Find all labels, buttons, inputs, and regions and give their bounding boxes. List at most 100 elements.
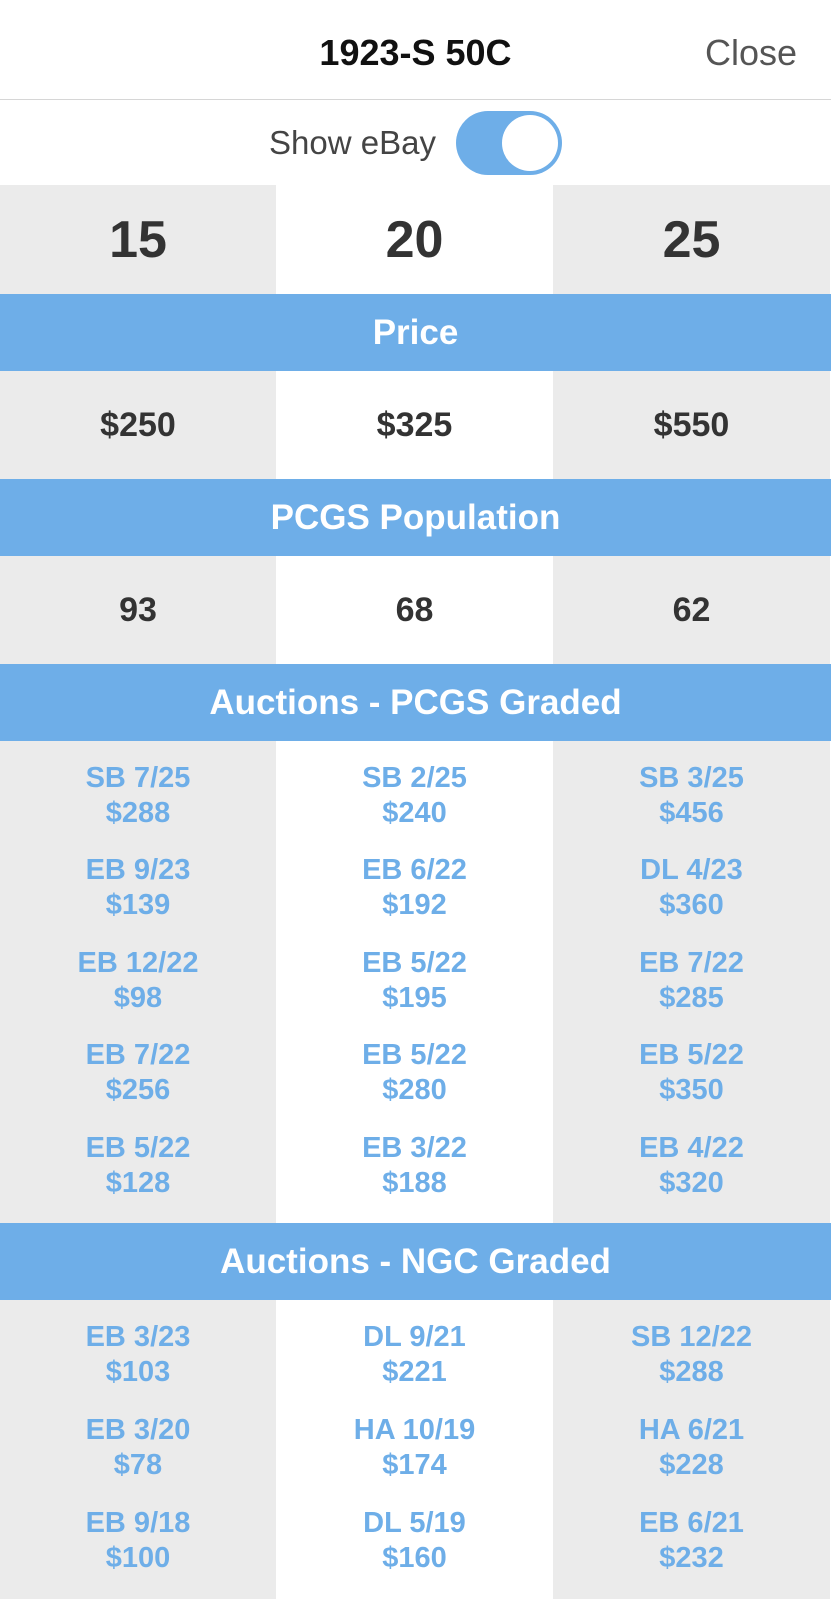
value-cell: $250 [0,371,276,479]
auction-price: $174 [382,1449,447,1481]
auction-entry[interactable]: DL 5/19 $160 [363,1506,466,1599]
auction-price: $100 [105,1542,171,1574]
auction-sale: EB 12/22 [77,946,199,979]
auction-entry[interactable]: EB 9/18 $100 [86,1506,191,1599]
auction-sale: DL 9/21 [363,1321,466,1353]
auction-price: $280 [382,1074,447,1107]
auction-price: $221 [382,1356,447,1388]
toggle-switch[interactable] [455,110,562,175]
auction-sale: EB 5/22 [362,946,467,979]
auction-sale: EB 7/22 [639,946,744,979]
auction-entry[interactable]: EB 4/22 $320 [639,1131,744,1223]
auction-sale: HA 6/21 [638,1414,745,1446]
auction-entry[interactable]: EB 5/22 $350 [639,1038,744,1130]
auction-price: $195 [382,981,447,1014]
auction-entry[interactable]: EB 3/20 $78 [86,1413,191,1506]
auction-sale: EB 5/22 [639,1039,744,1072]
auction-price: $139 [105,889,171,922]
auction-column: SB 12/22 $288 HA 6/21 $228 EB 6/21 $232 [553,1300,830,1599]
section-row: EB 3/23 $103 EB 3/20 $78 EB 9/18 $100 DL 9/21 $… [0,1300,831,1599]
auction-sale: EB 4/22 [639,1131,744,1164]
auction-price: $288 [105,797,171,829]
auction-entry[interactable]: DL 9/21 $221 [363,1320,466,1413]
value-cell: $325 [276,371,553,479]
value-cell: 68 [276,556,553,664]
grade-table: 15 20 25 Price $250 $325 $550 PCGS Population 93… [0,185,831,1599]
toggle-label: Show eBay [269,123,436,161]
auction-sale: SB 12/22 [631,1321,752,1353]
auction-sale: EB 5/22 [362,1039,467,1072]
auction-sale: EB 9/18 [85,1507,191,1539]
auction-entry[interactable]: EB 6/21 $232 [639,1506,744,1599]
auction-column: SB 2/25 $240 EB 6/22 $192 EB 5/22 $195 EB 5/22… [276,741,553,1223]
toggle-knob [501,114,558,171]
auction-entry[interactable]: SB 12/22 $288 [631,1320,752,1413]
section-header: Price [0,294,831,371]
auction-price: $232 [659,1542,724,1574]
auction-price: $288 [659,1356,724,1388]
auction-sale: EB 3/20 [85,1414,191,1446]
toggle-row: Show eBay [0,100,831,185]
auction-column: EB 3/23 $103 EB 3/20 $78 EB 9/18 $100 [0,1300,276,1599]
auction-sale: SB 3/25 [639,762,744,794]
auction-sale: EB 7/22 [85,1039,191,1072]
auction-price: $456 [659,797,724,829]
auction-entry[interactable]: HA 10/19 $174 [354,1413,475,1506]
section-row: $250 $325 $550 [0,371,831,479]
auction-entry[interactable]: HA 6/21 $228 [639,1413,744,1506]
auction-sale: SB 7/25 [85,762,191,794]
grade: 25 [553,185,830,294]
auction-price: $160 [382,1542,447,1574]
auction-price: $285 [659,981,724,1014]
auction-entry[interactable]: EB 12/22 $98 [78,946,199,1038]
auction-entry[interactable]: EB 5/22 $280 [362,1038,467,1130]
grade: 15 [0,185,276,294]
auction-entry[interactable]: SB 3/25 $456 [639,761,744,853]
auction-entry[interactable]: SB 2/25 $240 [362,761,467,853]
auction-price: $240 [382,797,447,829]
auction-entry[interactable]: SB 7/25 $288 [86,761,191,853]
value-cell: 93 [0,556,276,664]
auction-sale: DL 4/23 [640,854,743,887]
auction-price: $192 [382,889,447,922]
section-header: Auctions - NGC Graded [0,1223,831,1300]
auction-entry[interactable]: EB 5/22 $195 [362,946,467,1038]
auction-entry[interactable]: EB 3/23 $103 [86,1320,191,1413]
auction-price: $78 [113,1449,163,1481]
nav-bar: 1923-S 50C Close [0,0,831,100]
auction-entry[interactable]: EB 7/22 $285 [639,946,744,1038]
auction-price: $350 [659,1074,724,1107]
auction-entry[interactable]: EB 7/22 $256 [86,1038,191,1130]
auction-price: $188 [382,1166,447,1199]
auction-price: $98 [113,981,163,1014]
auction-price: $256 [105,1074,171,1107]
section-row: 93 68 62 [0,556,831,664]
auction-sale: EB 3/22 [362,1131,467,1164]
title: 1923-S 50C [319,32,512,73]
auction-entry[interactable]: DL 4/23 $360 [640,853,743,945]
value-cell: $550 [553,371,830,479]
auction-sale: DL 5/19 [363,1507,466,1539]
auction-sale: EB 5/22 [85,1131,191,1164]
auction-price: $103 [105,1356,171,1388]
auction-column: DL 9/21 $221 HA 10/19 $174 DL 5/19 $160 [276,1300,553,1599]
section-header: PCGS Population [0,479,831,556]
auction-sale: EB 6/21 [639,1507,744,1539]
auction-sale: EB 3/23 [85,1321,191,1353]
auction-price: $128 [105,1166,171,1199]
close-button[interactable]: Close [704,32,797,73]
auction-entry[interactable]: EB 3/22 $188 [362,1131,467,1223]
auction-sale: EB 6/22 [362,854,467,887]
auction-entry[interactable]: EB 9/23 $139 [86,853,191,945]
auction-price: $360 [659,889,724,922]
section-header: Auctions - PCGS Graded [0,664,831,741]
auction-sale: EB 9/23 [85,854,191,887]
auction-sale: HA 10/19 [353,1414,476,1446]
value-cell: 62 [553,556,830,664]
grade: 20 [276,185,553,294]
auction-column: SB 7/25 $288 EB 9/23 $139 EB 12/22 $98 EB 7/22… [0,741,276,1223]
auction-entry[interactable]: EB 5/22 $128 [86,1131,191,1223]
auction-price: $228 [659,1449,724,1481]
auction-entry[interactable]: EB 6/22 $192 [362,853,467,945]
